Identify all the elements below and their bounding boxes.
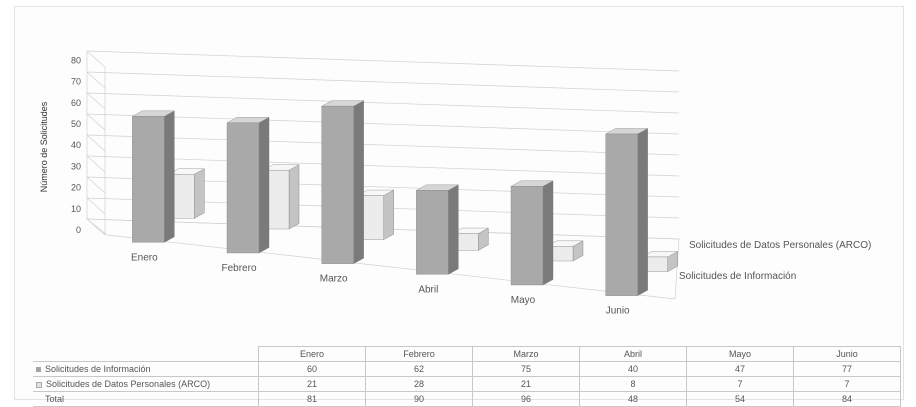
table-cell: 84 (793, 391, 901, 407)
gridline-side (86, 155, 106, 173)
bar-info (321, 100, 364, 265)
y-tick-label: 80 (71, 55, 81, 65)
x-tick-label: Mayo (511, 295, 536, 306)
gridline-side (86, 134, 106, 152)
swatch-spacer (36, 397, 41, 402)
bar-side-face (258, 116, 270, 254)
table-cell: 8 (579, 376, 687, 392)
table-cell: 48 (579, 391, 687, 407)
table-row: Solicitudes de Información 60 62 75 40 4… (33, 361, 901, 377)
gridline (86, 92, 680, 114)
y-tick-label: 60 (71, 98, 81, 108)
chart-frame: 0 10 20 30 40 50 60 70 80 Enero Febrero Marzo Abril… (14, 6, 904, 407)
column-chart-3d: 0 10 20 30 40 50 60 70 80 Enero Febrero Marzo Abril… (39, 50, 871, 317)
y-tick-label: 0 (76, 225, 81, 235)
data-table: Enero Febrero Marzo Abril Mayo Junio Sol… (33, 346, 901, 407)
series-label-arco: Solicitudes de Datos Personales (ARCO) (689, 240, 871, 251)
row-label-text: Solicitudes de Información (45, 364, 151, 374)
bar-side-face (288, 164, 300, 230)
gridline-side (86, 50, 106, 68)
bar-side-face (448, 184, 459, 275)
legend-swatch-arco (36, 381, 42, 388)
bar-arco (641, 251, 678, 273)
table-cell: 28 (365, 376, 473, 392)
table-corner (33, 346, 259, 362)
table-cell: 96 (472, 391, 580, 407)
table-cell: 90 (365, 391, 473, 407)
table-cell: 40 (579, 361, 687, 377)
gridline-side (86, 176, 106, 194)
bar-side-face (542, 180, 554, 286)
bar-info (605, 128, 648, 297)
gridline-side (86, 92, 106, 110)
table-header-cell: Mayo (686, 346, 794, 362)
bar-info (226, 116, 270, 254)
gridline (86, 50, 680, 72)
table-cell: 47 (686, 361, 794, 377)
table-row: Solicitudes de Datos Personales (ARCO) 2… (33, 376, 901, 392)
gridline-side (86, 197, 106, 215)
table-cell: 81 (258, 391, 366, 407)
x-tick-label: Abril (418, 284, 438, 295)
table-row-label: Total (33, 391, 259, 407)
bar-front-face (321, 105, 354, 264)
y-tick-label: 30 (71, 161, 81, 171)
row-label-text: Solicitudes de Datos Personales (ARCO) (46, 379, 211, 389)
table-row: Total 81 90 96 48 54 84 (33, 391, 901, 407)
table-header-cell: Abril (579, 346, 687, 362)
table-row-label: Solicitudes de Información (33, 361, 259, 377)
table-cell: 60 (258, 361, 366, 377)
gridline-side (86, 113, 106, 131)
bar-side-face (383, 189, 394, 241)
table-header-cell: Marzo (472, 346, 580, 362)
table-cell: 54 (686, 391, 794, 407)
table-cell: 21 (472, 376, 580, 392)
gridline (86, 134, 680, 156)
gridline-side (86, 71, 106, 89)
bar-side-face (164, 110, 175, 243)
bar-front-face (132, 116, 165, 243)
table-header-row: Enero Febrero Marzo Abril Mayo Junio (33, 346, 901, 362)
bar-side-face (353, 100, 364, 265)
table-header-cell: Enero (258, 346, 366, 362)
table-cell: 75 (472, 361, 580, 377)
y-tick-label: 70 (71, 77, 81, 87)
bar-info (416, 184, 459, 275)
table-cell: 7 (793, 376, 901, 392)
bar-front-face (605, 133, 638, 296)
y-tick-label: 50 (71, 119, 81, 129)
table-cell: 77 (793, 361, 901, 377)
bar-info (132, 110, 175, 243)
gridline (86, 71, 680, 93)
x-tick-label: Febrero (221, 263, 256, 274)
series-label-info: Solicitudes de Información (679, 271, 796, 282)
gridline (86, 113, 680, 135)
y-tick-label: 10 (71, 204, 81, 214)
gridline (86, 155, 680, 177)
row-label-text: Total (45, 394, 65, 404)
y-axis-label: Número de Solicitudes (39, 101, 49, 192)
x-tick-label: Enero (131, 252, 158, 263)
x-tick-label: Marzo (320, 274, 348, 285)
legend-swatch-info (36, 367, 41, 373)
table-header-cell: Febrero (365, 346, 473, 362)
bar-info (510, 180, 554, 286)
table-cell: 21 (258, 376, 366, 392)
table-row-label: Solicitudes de Datos Personales (ARCO) (33, 376, 259, 392)
bar-arco (546, 240, 584, 262)
bar-front-face (416, 190, 449, 275)
y-tick-label: 20 (71, 183, 81, 193)
x-tick-label: Junio (606, 306, 630, 317)
table-cell: 62 (365, 361, 473, 377)
bar-front-face (510, 186, 544, 286)
bar-front-face (226, 122, 260, 254)
bar-side-face (194, 168, 205, 219)
y-tick-label: 40 (71, 140, 81, 150)
bar-arco (452, 227, 489, 251)
table-header-cell: Junio (793, 346, 901, 362)
bar-side-face (637, 128, 648, 297)
table-cell: 7 (686, 376, 794, 392)
